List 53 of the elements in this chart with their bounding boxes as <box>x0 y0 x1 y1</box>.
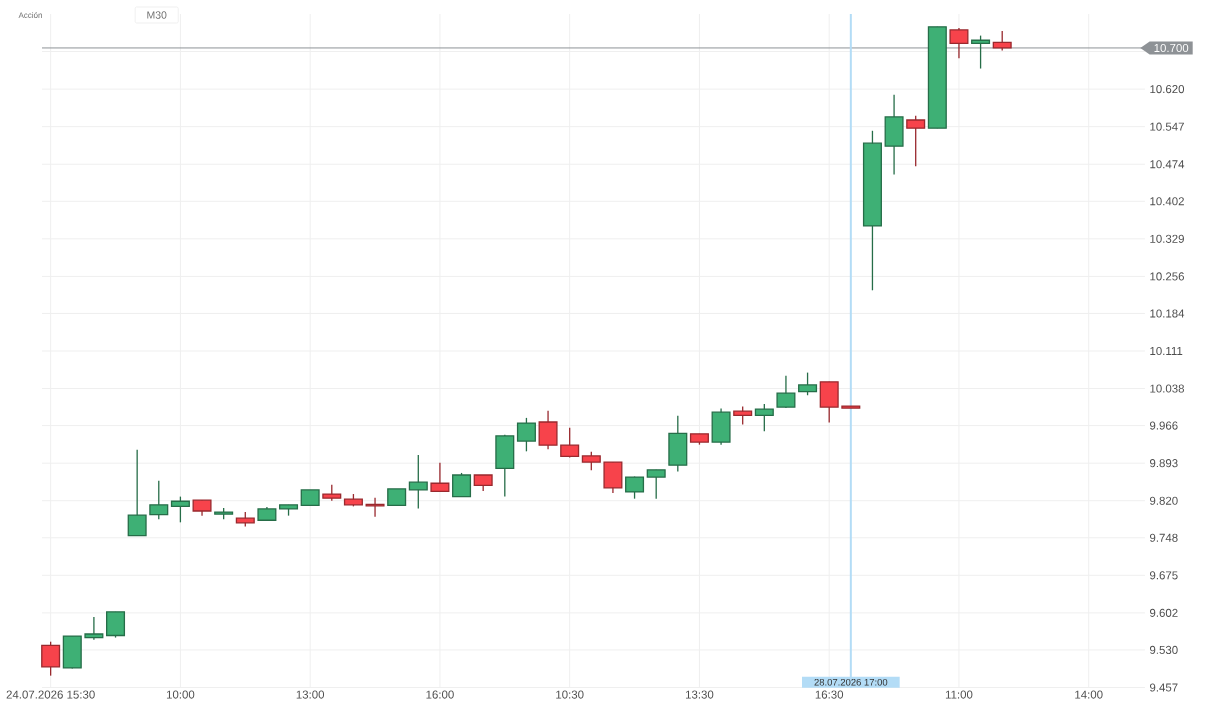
candlestick <box>949 27 969 59</box>
candlestick <box>625 475 645 500</box>
y-tick-label: 10.402 <box>1150 197 1184 206</box>
candlestick <box>127 449 147 537</box>
y-tick-label: 9.602 <box>1149 608 1178 617</box>
y-tick-label: 10.256 <box>1150 272 1184 281</box>
candlestick <box>798 371 818 396</box>
y-tick-label: 10.111 <box>1150 346 1183 356</box>
y-tick-label: 10.547 <box>1150 122 1184 131</box>
candlestick <box>971 34 991 70</box>
candlestick <box>430 461 450 493</box>
y-tick-label: 10.620 <box>1150 85 1185 94</box>
candlestick <box>170 495 190 523</box>
x-tick-label: 28.07.2026 17:00 <box>814 678 888 686</box>
x-tick-label: 16:30 <box>815 690 844 699</box>
x-tick-label: 11:00 <box>945 690 973 699</box>
candlestick <box>733 405 753 426</box>
x-tick-label: 10:30 <box>556 690 584 699</box>
y-tick-label: 10.038 <box>1150 384 1184 393</box>
candlestick <box>754 403 774 432</box>
candlestick <box>106 611 126 639</box>
candlestick <box>84 616 104 641</box>
y-tick-label: 9.893 <box>1149 459 1178 468</box>
candlestick <box>365 496 385 518</box>
candlestick <box>452 472 472 498</box>
x-tick-label: 13:30 <box>685 690 714 699</box>
candlestick <box>560 427 580 459</box>
x-tick-label: 13:00 <box>296 690 325 699</box>
x-tick-label: 10:00 <box>166 690 195 699</box>
x-tick-label: 14:00 <box>1075 690 1103 699</box>
candlestick <box>41 641 61 677</box>
y-tick-label: 10.184 <box>1150 309 1185 318</box>
y-tick-label: 9.748 <box>1149 533 1178 542</box>
x-tick-label: 16:00 <box>426 690 454 699</box>
y-tick-label: 9.675 <box>1149 571 1178 580</box>
candlestick <box>581 451 601 472</box>
ref-line-label: 10.700 <box>1154 43 1189 52</box>
candlestick <box>992 30 1012 52</box>
candlestick <box>149 480 169 520</box>
candlestick <box>538 410 558 450</box>
x-tick-label: 24.07.2026 15:30 <box>6 690 95 699</box>
candlestick <box>776 375 796 409</box>
y-tick-label: 10.329 <box>1150 234 1184 243</box>
y-tick-label: 10.474 <box>1150 160 1185 169</box>
y-tick-label: 9.966 <box>1149 421 1178 430</box>
y-tick-label: 9.820 <box>1149 496 1178 505</box>
candlestick <box>408 454 428 510</box>
chart-subtitle: M30 <box>147 11 167 19</box>
y-tick-label: 9.457 <box>1149 683 1178 692</box>
candlestick <box>906 115 926 167</box>
candlestick <box>516 417 536 452</box>
candlestick <box>646 469 666 500</box>
y-tick-label: 9.530 <box>1149 645 1178 654</box>
